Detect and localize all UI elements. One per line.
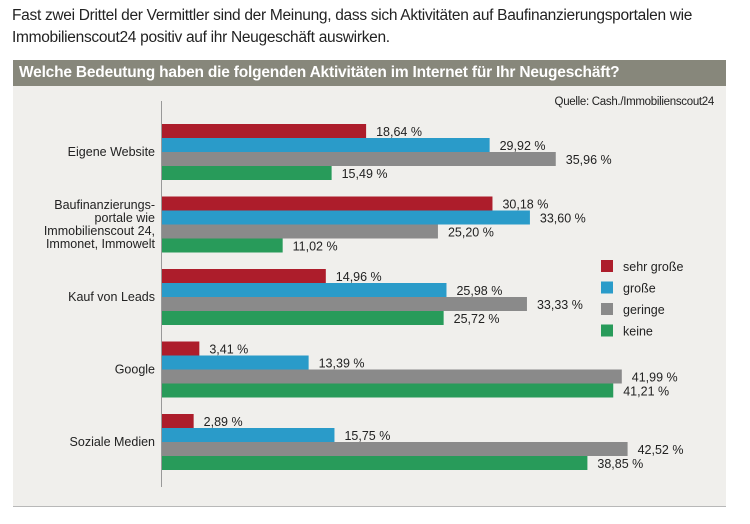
value-label: 25,72 % bbox=[454, 312, 500, 326]
bar-4-1 bbox=[162, 341, 200, 356]
category-label: Immobilienscout 24, bbox=[44, 224, 155, 238]
chart-source: Quelle: Cash./Immobilienscout24 bbox=[554, 96, 715, 108]
value-label: 2,89 % bbox=[204, 415, 243, 429]
legend-label: sehr große bbox=[623, 260, 683, 274]
bar-1-2 bbox=[162, 138, 490, 152]
legend-swatch bbox=[601, 260, 613, 272]
bar-1-1 bbox=[162, 124, 367, 138]
legend-swatch bbox=[601, 281, 613, 294]
value-label: 25,98 % bbox=[456, 284, 502, 298]
category-label: Soziale Medien bbox=[70, 435, 156, 449]
value-label: 3,41 % bbox=[209, 343, 248, 357]
bar-4-4 bbox=[162, 383, 614, 398]
value-label: 33,60 % bbox=[540, 212, 586, 226]
bar-5-1 bbox=[162, 414, 194, 428]
bar-1-4 bbox=[162, 166, 332, 180]
legend-label: große bbox=[623, 282, 656, 296]
bar-4-3 bbox=[162, 369, 622, 384]
category-label: Google bbox=[115, 363, 155, 377]
bar-5-4 bbox=[162, 456, 588, 470]
bar-2-2 bbox=[162, 210, 530, 225]
category-label: portale wie bbox=[95, 211, 155, 225]
bar-3-2 bbox=[162, 283, 447, 297]
value-label: 33,33 % bbox=[537, 298, 583, 312]
category-label: Immonet, Immowelt bbox=[46, 237, 156, 251]
value-label: 42,52 % bbox=[638, 443, 684, 457]
category-label: Kauf von Leads bbox=[68, 290, 155, 304]
bar-2-4 bbox=[162, 238, 283, 253]
value-label: 18,64 % bbox=[376, 125, 422, 139]
bar-1-3 bbox=[162, 152, 556, 166]
value-label: 11,02 % bbox=[293, 240, 338, 254]
bar-2-3 bbox=[162, 224, 438, 239]
legend-label: geringe bbox=[623, 303, 665, 317]
bar-2-1 bbox=[162, 196, 493, 211]
legend-label: keine bbox=[623, 325, 653, 339]
value-label: 25,20 % bbox=[448, 226, 494, 240]
value-label: 13,39 % bbox=[319, 357, 365, 371]
intro-text: Fast zwei Drittel der Vermittler sind de… bbox=[12, 7, 693, 46]
category-label: Baufinanzierungs- bbox=[54, 198, 155, 212]
category-label: Eigene Website bbox=[68, 145, 155, 159]
bar-5-2 bbox=[162, 428, 335, 442]
legend-swatch bbox=[601, 324, 613, 337]
value-label: 35,96 % bbox=[566, 153, 612, 167]
value-label: 30,18 % bbox=[502, 198, 548, 212]
bar-3-4 bbox=[162, 311, 444, 325]
value-label: 38,85 % bbox=[597, 457, 643, 471]
value-label: 41,21 % bbox=[623, 385, 669, 399]
chart-title: Welche Bedeutung haben die folgenden Akt… bbox=[13, 60, 726, 86]
value-label: 14,96 % bbox=[336, 270, 382, 284]
value-label: 15,49 % bbox=[342, 167, 388, 181]
bar-3-3 bbox=[162, 297, 527, 311]
bar-5-3 bbox=[162, 442, 628, 456]
value-label: 15,75 % bbox=[344, 429, 390, 443]
legend-swatch bbox=[601, 303, 613, 315]
value-label: 29,92 % bbox=[500, 139, 546, 153]
value-label: 41,99 % bbox=[632, 371, 678, 385]
bar-4-2 bbox=[162, 355, 309, 370]
bar-3-1 bbox=[162, 269, 326, 283]
